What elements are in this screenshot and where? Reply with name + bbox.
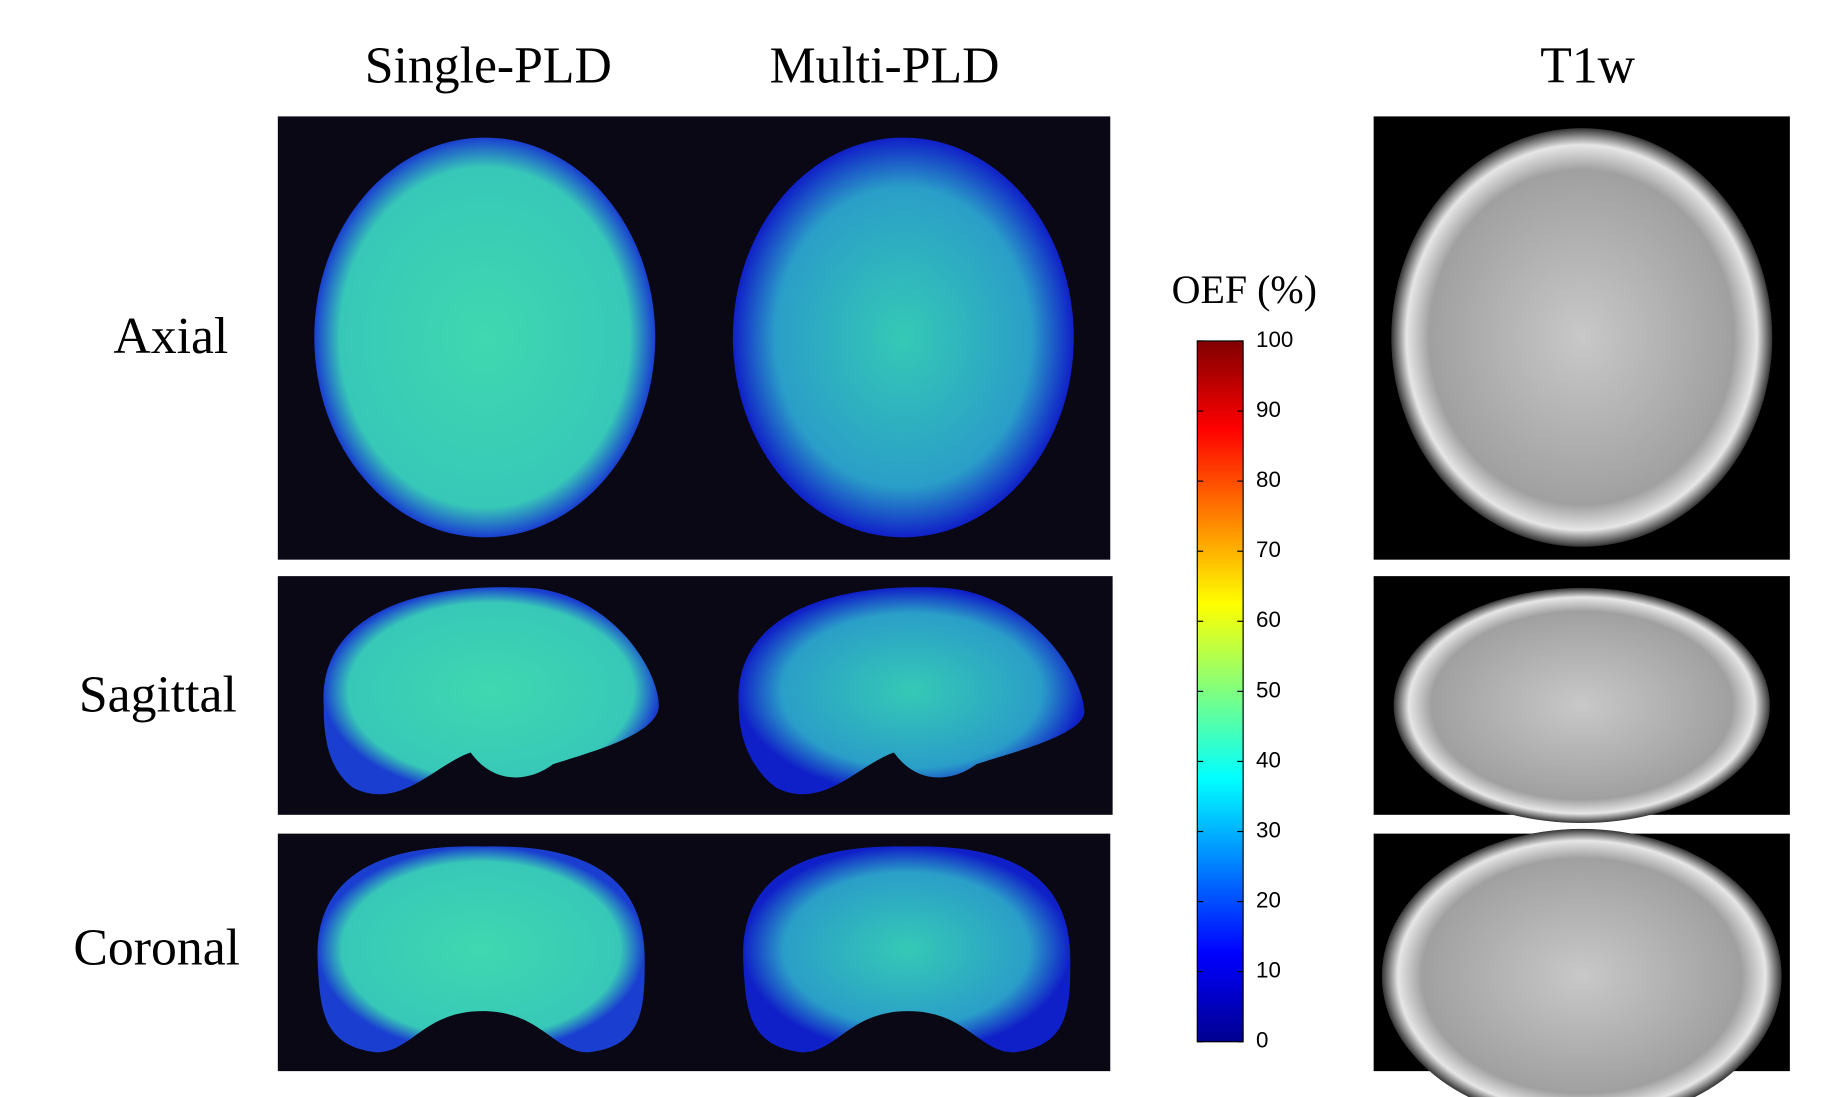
colorbar	[1196, 340, 1244, 1043]
row-label: Axial	[113, 308, 228, 365]
tick-label: 0	[1256, 1028, 1268, 1053]
column-header: T1w	[1540, 37, 1635, 94]
t1w-panels	[1373, 116, 1790, 1097]
colorbar-ticks: 0 10 20 30 40 50 60 70 80 90 100	[1197, 327, 1293, 1053]
row-label: Sagittal	[79, 666, 237, 723]
brain-map	[314, 137, 656, 538]
tick-label: 10	[1256, 958, 1281, 983]
tick-label: 30	[1256, 817, 1281, 842]
oef-panels	[277, 116, 1113, 1072]
tick-label: 40	[1256, 747, 1281, 772]
brain-map	[732, 137, 1074, 538]
tick-label: 70	[1256, 537, 1281, 562]
colorbar-title: OEF (%)	[1172, 267, 1317, 312]
column-header: Multi-PLD	[770, 37, 1000, 94]
tick-label: 100	[1256, 327, 1293, 352]
column-header: Single-PLD	[365, 37, 612, 94]
t1w-image	[1381, 828, 1782, 1097]
t1w-image	[1393, 587, 1770, 824]
tick-label: 60	[1256, 607, 1281, 632]
tick-label: 90	[1256, 397, 1281, 422]
t1w-image	[1391, 128, 1773, 547]
tick-label: 20	[1256, 887, 1281, 912]
tick-label: 50	[1256, 677, 1281, 702]
brain-map	[743, 846, 1071, 1053]
tick-label: 80	[1256, 467, 1281, 492]
row-label: Coronal	[73, 919, 240, 976]
brain-map	[317, 846, 645, 1053]
brain-map	[738, 587, 1085, 795]
brain-map	[323, 587, 659, 795]
